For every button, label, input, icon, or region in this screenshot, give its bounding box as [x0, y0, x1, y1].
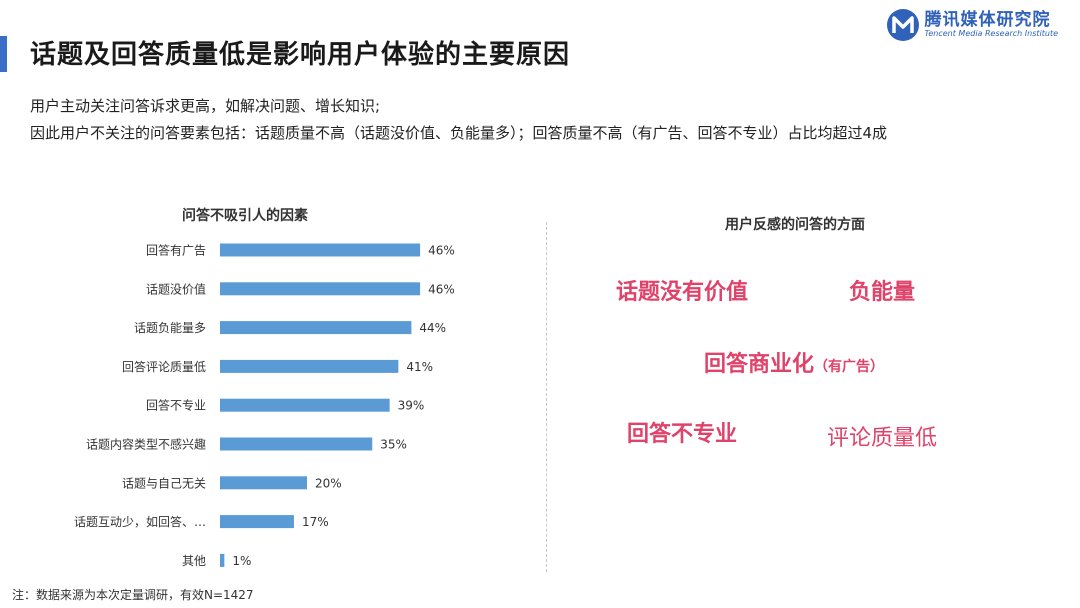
value-label: 46%: [428, 282, 455, 296]
category-label: 话题互动少，如回答、…: [74, 514, 206, 529]
bar: [220, 553, 225, 567]
value-label: 39%: [398, 399, 425, 413]
keyword-low-quality-comments: 评论质量低: [827, 426, 938, 451]
category-label: 话题没价值: [146, 281, 206, 296]
category-label: 话题与自己无关: [122, 476, 206, 490]
chart-title: 问答不吸引人的因素: [182, 208, 308, 224]
page-title: 话题及回答质量低是影响用户体验的主要原因: [30, 40, 571, 70]
subtitle-line-2: 因此用户不关注的问答要素包括：话题质量不高（话题没价值、负能量多）；回答质量不高…: [30, 124, 888, 142]
logo-english-name: Tencent Media Research Institute: [924, 29, 1058, 38]
subtitle-line-1: 用户主动关注问答诉求更高，如解决问题、增长知识;: [30, 97, 381, 115]
value-label: 41%: [406, 360, 433, 374]
bar: [220, 243, 421, 257]
logo: 腾讯媒体研究院 Tencent Media Research Institute: [886, 8, 1058, 42]
keywords-title: 用户反感的问答的方面: [725, 217, 865, 233]
bar: [220, 476, 307, 490]
bar: [220, 359, 399, 373]
value-label: 20%: [315, 476, 342, 490]
bar: [220, 398, 390, 412]
value-label: 17%: [302, 515, 329, 529]
logo-icon: [887, 9, 920, 41]
bar-chart: 回答有广告 46% 话题没价值 46% 话题负能量多 44% 回答评论质量低 41% 回答不专业…: [74, 243, 455, 568]
logo-name: 腾讯媒体研究院: [924, 10, 1051, 30]
value-label: 46%: [428, 244, 455, 258]
footnote: 注：数据来源为本次定量调研，有效N=1427: [12, 588, 254, 602]
category-label: 其他: [182, 554, 206, 568]
keyword-commercial-answer-note: （有广告）: [814, 359, 885, 375]
keyword-commercial-answer-label: 回答商业化: [704, 352, 815, 377]
category-label: 话题负能量多: [134, 321, 206, 335]
keyword-unprofessional-answer: 回答不专业: [627, 422, 738, 447]
keyword-topic-no-value: 话题没有价值: [616, 280, 749, 305]
category-label: 回答评论质量低: [122, 359, 206, 374]
keyword-commercial-answer: 回答商业化（有广告）: [704, 346, 884, 378]
bar: [220, 282, 421, 296]
category-label: 回答不专业: [146, 398, 206, 413]
bar: [220, 515, 294, 529]
bar: [220, 437, 373, 451]
category-label: 回答有广告: [146, 243, 206, 258]
panel-divider: [546, 222, 547, 572]
value-label: 35%: [380, 438, 407, 452]
keyword-negative-energy: 负能量: [849, 280, 916, 305]
value-label: 1%: [232, 554, 251, 568]
bar: [220, 321, 412, 335]
category-label: 话题内容类型不感兴趣: [86, 437, 206, 452]
title-accent-bar: [0, 36, 7, 72]
value-label: 44%: [419, 321, 446, 335]
